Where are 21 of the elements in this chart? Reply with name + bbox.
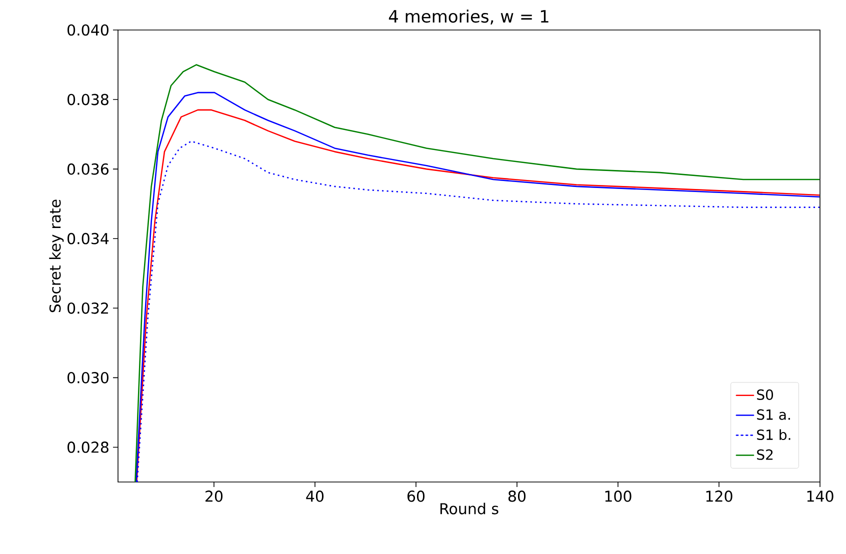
chart-title: 4 memories, w = 1 [388,10,548,24]
x-tick-label: 140 [807,490,834,502]
legend-label: S1 b. [757,429,790,440]
y-tick-label: 0.028 [68,442,108,453]
legend-label: S0 [757,389,774,400]
x-tick-label: 20 [206,490,223,502]
x-tick-label: 80 [508,490,526,502]
y-tick-label: 0.036 [68,163,109,175]
y-tick-label: 0.032 [68,302,108,314]
legend-label: S2 [757,449,773,460]
x-tick-label: 40 [306,490,324,502]
x-tick-label: 120 [706,490,732,502]
y-axis-title: Secret key rate [49,200,64,312]
x-tick-label: 60 [407,490,425,502]
legend-label: S1 a. [757,409,790,420]
y-tick-label: 0.030 [68,372,108,384]
x-tick-label: 100 [605,490,632,502]
y-tick-label: 0.038 [68,94,108,106]
x-axis-title: Round s [440,502,498,514]
y-tick-label: 0.040 [68,24,108,36]
y-tick-label: 0.034 [68,232,109,244]
